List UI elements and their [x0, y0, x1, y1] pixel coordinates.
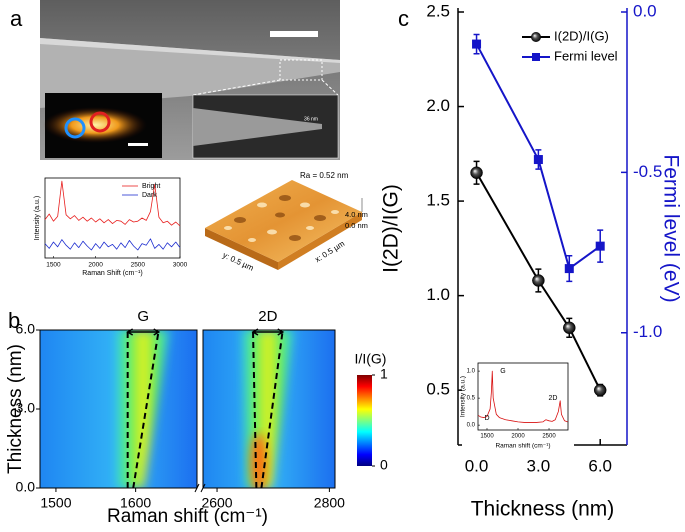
x-tick-label: 3.0 — [527, 456, 551, 475]
x-tick-label: 2500 — [131, 262, 146, 269]
panel-label: b — [8, 308, 20, 333]
afm-z-label: 0.0 nm — [345, 221, 368, 230]
data-point — [593, 383, 607, 397]
panel-title: 2D — [258, 308, 277, 325]
x-axis-label: Raman Shift (cm⁻¹) — [82, 270, 142, 277]
x-tick-label: 0.0 — [465, 456, 489, 475]
x-tick-label: 2800 — [314, 495, 345, 511]
colorbar-label: I/I(G) — [355, 351, 387, 367]
x-tick-label: 1500 — [46, 262, 61, 269]
x-tick-label: 2500 — [542, 434, 556, 440]
plot-frame — [44, 177, 181, 259]
legend-label: Fermi level — [554, 48, 618, 63]
panel-title: G — [137, 308, 149, 325]
x-tick-label: 3000 — [173, 262, 188, 269]
scale-bar — [270, 31, 318, 37]
y-axis-label: Intensity (a.u.) — [34, 196, 41, 240]
y2-tick-label: 0.0 — [633, 1, 657, 20]
y-tick-label: 6.0 — [16, 321, 36, 337]
plot-frame — [477, 362, 569, 431]
data-point — [595, 241, 605, 251]
y-tick-label: 0.5 — [467, 396, 476, 402]
legend-label: Dark — [142, 192, 157, 199]
afm-z-label: 4.0 nm — [345, 210, 368, 219]
panel-label: c — [398, 6, 409, 31]
y-axis-label: Intensity (a.u.) — [460, 376, 467, 417]
legend-label: Bright — [142, 183, 160, 190]
axis-break — [194, 483, 206, 493]
x-tick-label: 1600 — [120, 495, 151, 511]
plot-frame — [202, 329, 336, 489]
y2-tick-label: -0.5 — [633, 162, 662, 181]
y-tick-label: 1.0 — [426, 285, 450, 304]
peak-line — [132, 329, 160, 489]
x-axis-label: Raman shift (cm⁻¹) — [107, 506, 268, 527]
annotation: 2D — [549, 395, 558, 402]
series-line — [475, 172, 602, 391]
x-tick-label: 1500 — [40, 495, 71, 511]
peak-line — [251, 329, 258, 489]
colorbar — [357, 375, 372, 466]
y-axis-label: Thickness (nm) — [5, 344, 26, 474]
data-point — [533, 155, 543, 165]
x-tick-label: 2000 — [511, 434, 525, 440]
afm-roughness: Ra = 0.52 nm — [300, 171, 349, 180]
annotation: G — [500, 368, 505, 375]
y-tick-label: 3.0 — [16, 400, 36, 416]
y-tick-label: 2.0 — [426, 96, 450, 115]
afm-image: Ra = 0.52 nm 4.0 nm 0.0 nm y: 0.5 µm x: … — [205, 171, 368, 273]
y-tick-label: 0.5 — [426, 380, 450, 399]
data-point — [563, 321, 576, 335]
x-axis-label: Thickness (nm) — [471, 498, 615, 521]
legend-label: I(2D)/I(G) — [554, 28, 609, 43]
data-point — [470, 166, 483, 179]
series-line — [478, 370, 568, 423]
y-tick-label: 1.5 — [426, 191, 450, 210]
x-tick-label: 1500 — [480, 434, 494, 440]
colorbar-tick-label: 1 — [380, 366, 388, 382]
data-point — [472, 39, 482, 49]
peak-line — [260, 329, 284, 489]
x-tick-label: 2600 — [201, 495, 232, 511]
data-point — [532, 274, 545, 287]
zoom-scale-label: 36 nm — [304, 116, 318, 122]
y2-axis-label: Fermi level (eV) — [659, 154, 682, 302]
x-tick-label: 2000 — [88, 262, 103, 269]
legend-marker — [532, 53, 540, 61]
legend-marker — [531, 32, 541, 42]
series-line — [44, 238, 181, 251]
y-tick-label: 1.0 — [467, 369, 476, 375]
sem-image: 36 nm — [40, 0, 340, 160]
panel-label: a — [10, 6, 23, 31]
data-point — [564, 264, 574, 274]
x-axis-label: Raman shift (cm⁻¹) — [495, 443, 550, 450]
y-tick-label: 2.5 — [426, 1, 450, 20]
series-line — [475, 43, 601, 270]
heatmap-band — [117, 330, 169, 488]
x-tick-label: 6.0 — [588, 456, 612, 475]
y-axis-label: I(2D)/I(G) — [380, 184, 403, 273]
y-tick-label: 0.0 — [467, 423, 476, 429]
inset-background — [462, 356, 574, 452]
y-tick-label: 0.0 — [16, 479, 36, 495]
series-line — [44, 180, 181, 227]
y2-tick-label: -1.0 — [633, 322, 662, 341]
annotation: D — [484, 415, 489, 422]
colorbar-tick-label: 0 — [380, 457, 388, 473]
